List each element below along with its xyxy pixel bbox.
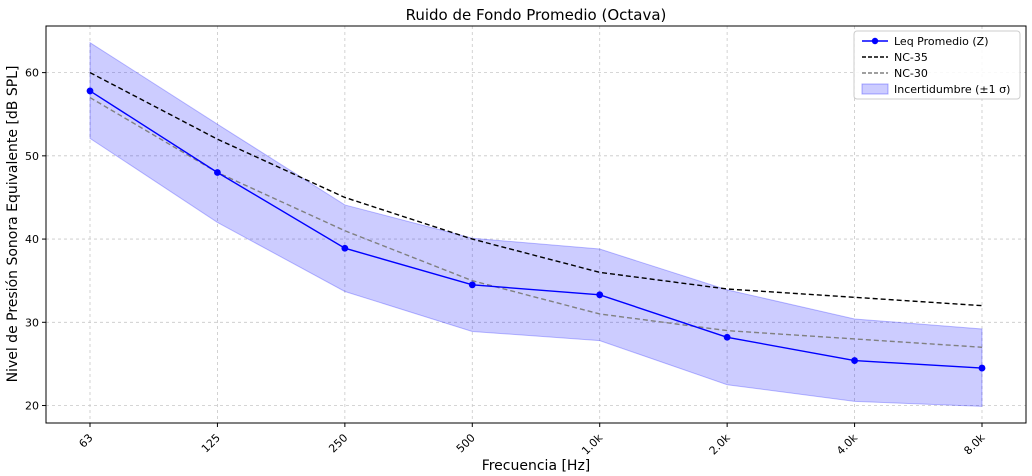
y-tick-label: 40 bbox=[25, 233, 39, 246]
legend-label: Incertidumbre (±1 σ) bbox=[894, 83, 1010, 96]
x-tick-label: 2.0k bbox=[707, 431, 734, 458]
data-point bbox=[723, 333, 731, 341]
x-tick-label: 63 bbox=[76, 431, 95, 450]
data-point bbox=[86, 87, 94, 95]
legend-label: NC-35 bbox=[894, 51, 928, 64]
x-tick-label: 125 bbox=[199, 431, 223, 455]
y-axis-ticks: 20 30 40 50 60 bbox=[25, 67, 46, 413]
legend: Leq Promedio (Z) NC-35 NC-30 Incertidumbre … bbox=[853, 30, 1021, 100]
legend-box bbox=[853, 30, 1021, 100]
plot-frame bbox=[45, 25, 1027, 424]
x-tick-label: 250 bbox=[326, 431, 350, 455]
y-axis-label: Nivel de Presión Sonora Equivalente [dB … bbox=[5, 66, 21, 383]
legend-swatch bbox=[861, 83, 889, 95]
x-axis-label: Frecuencia [Hz] bbox=[482, 458, 591, 474]
y-tick-label: 20 bbox=[25, 400, 39, 413]
data-point bbox=[341, 244, 349, 252]
data-point bbox=[978, 364, 986, 372]
data-point bbox=[851, 357, 858, 364]
series-line-1 bbox=[89, 71, 983, 307]
data-point bbox=[468, 281, 476, 289]
y-tick-label: 60 bbox=[25, 67, 39, 80]
uncertainty-band bbox=[89, 41, 983, 407]
series-line-2 bbox=[89, 96, 983, 348]
series-line-0 bbox=[89, 90, 983, 369]
data-point bbox=[214, 169, 221, 176]
x-tick-label: 4.0k bbox=[834, 431, 861, 458]
x-tick-label: 8.0k bbox=[961, 431, 988, 458]
legend-label: NC-30 bbox=[894, 67, 928, 80]
x-axis-ticks: 63 125 250 500 1.0k 2.0k 4.0k 8.0k bbox=[76, 423, 988, 457]
uncertainty-band-layer bbox=[89, 41, 983, 407]
y-tick-label: 30 bbox=[25, 316, 39, 329]
data-point bbox=[596, 291, 604, 299]
legend-marker bbox=[871, 37, 879, 45]
chart-title: Ruido de Fondo Promedio (Octava) bbox=[406, 6, 667, 24]
x-tick-label: 1.0k bbox=[579, 431, 606, 458]
legend-label: Leq Promedio (Z) bbox=[894, 35, 989, 48]
series-layer bbox=[86, 71, 986, 372]
y-tick-label: 50 bbox=[25, 150, 39, 163]
x-tick-label: 500 bbox=[454, 431, 478, 455]
